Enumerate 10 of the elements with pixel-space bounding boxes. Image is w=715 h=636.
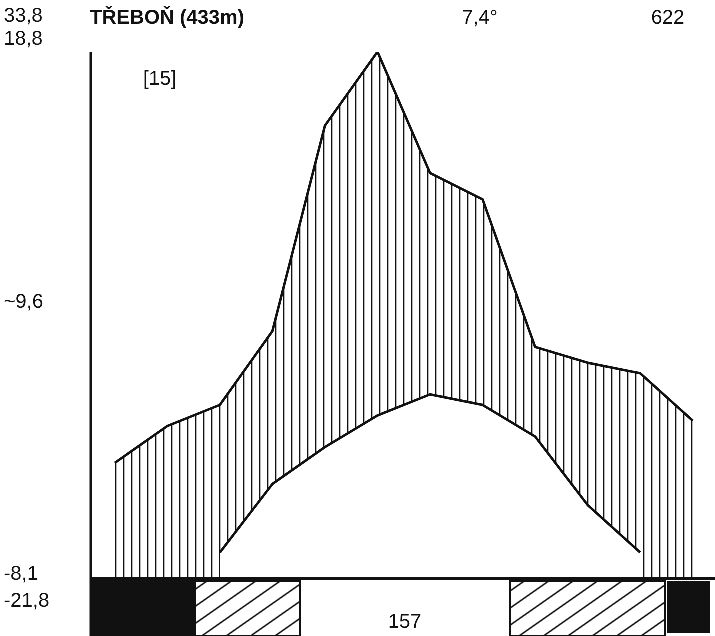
text: -21,8 [4,590,50,612]
text: ~9,6 [4,291,44,313]
text: 7,4° [462,7,498,29]
text: 33,8 [4,5,43,27]
chart-title: TŘEBOŇ (433m) [90,6,244,29]
text: 18,8 [4,28,43,50]
text: -8,1 [4,563,38,585]
text: 622 [651,7,685,29]
annotation: [15] [143,68,177,90]
text: 157 [388,611,422,633]
